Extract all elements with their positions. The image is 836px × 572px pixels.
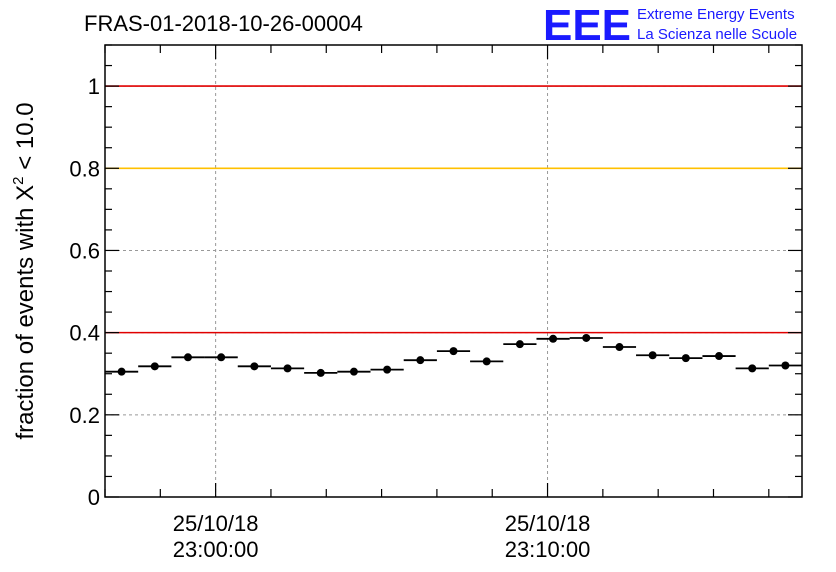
data-series (105, 333, 802, 377)
y-tick-label: 0.2 (69, 403, 100, 428)
data-point (250, 362, 259, 371)
y-axis-label: fraction of events with X2 < 10.0 (10, 102, 39, 439)
data-point (582, 333, 591, 342)
y-tick-label: 0.6 (69, 238, 100, 263)
x-tick-label-time: 23:00:00 (173, 537, 259, 562)
data-point (748, 364, 757, 373)
data-point (416, 356, 425, 365)
eee-logo: EEE Extreme Energy Events La Scienza nel… (543, 1, 797, 50)
y-axis-label-main: fraction of events with X (12, 185, 39, 440)
data-point (781, 361, 790, 370)
y-axis-label-tail: < 10.0 (12, 102, 39, 176)
data-point (681, 354, 690, 363)
data-point (283, 364, 292, 373)
data-point (349, 367, 358, 376)
data-point (615, 343, 624, 352)
x-tick-label-date: 25/10/18 (505, 511, 591, 536)
data-point (482, 357, 491, 366)
grid-lines (105, 45, 802, 497)
data-point (549, 334, 558, 343)
axis-labels: 00.20.40.60.8125/10/1823:00:0025/10/1823… (69, 74, 590, 562)
y-tick-label: 0.8 (69, 156, 100, 181)
chart-title: FRAS-01-2018-10-26-00004 (84, 11, 363, 36)
data-point (715, 352, 724, 361)
eee-logo-line2: La Scienza nelle Scuole (637, 26, 797, 43)
y-axis-label-superscript: 2 (10, 176, 27, 184)
x-tick-label-date: 25/10/18 (173, 511, 259, 536)
y-tick-label: 0.4 (69, 321, 100, 346)
y-tick-label: 1 (88, 74, 100, 99)
data-point (515, 340, 524, 349)
data-point (316, 368, 325, 377)
reference-lines (105, 85, 802, 334)
data-point (117, 367, 126, 376)
x-tick-label-time: 23:10:00 (505, 537, 591, 562)
y-tick-label: 0 (88, 485, 100, 510)
plot-frame (104, 44, 803, 498)
data-point (150, 362, 159, 371)
axis-ticks (104, 44, 802, 498)
data-point (183, 353, 192, 362)
data-point (383, 365, 392, 374)
data-point (449, 347, 458, 356)
eee-logo-text: EEE (543, 1, 631, 50)
data-point (217, 353, 226, 362)
data-point (648, 351, 657, 360)
eee-logo-line1: Extreme Energy Events (637, 6, 795, 23)
